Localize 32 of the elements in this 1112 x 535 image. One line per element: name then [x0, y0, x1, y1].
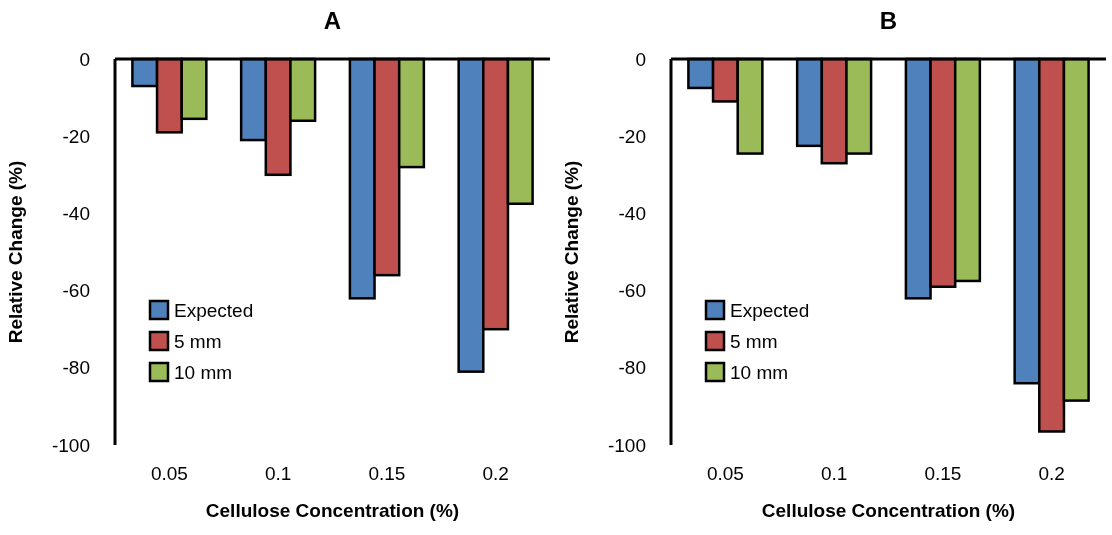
x-tick-label: 0.1	[820, 463, 848, 484]
y-tick-label: -60	[618, 280, 646, 302]
legend-label: Expected	[174, 299, 254, 321]
y-tick-label: -100	[51, 434, 90, 456]
x-tick-label: 0.1	[264, 463, 292, 484]
y-tick-label: -40	[618, 203, 646, 225]
y-tick-label: -60	[62, 280, 90, 302]
chart-title: B	[879, 7, 898, 34]
y-axis-title: Relative Change (%)	[5, 160, 26, 344]
x-axis-title: Cellulose Concentration (%)	[761, 500, 1016, 521]
legend-label: 10 mm	[730, 361, 789, 383]
x-tick-label: 0.15	[368, 463, 406, 484]
x-tick-label: 0.2	[1038, 463, 1065, 484]
y-axis-title: Relative Change (%)	[561, 160, 582, 344]
y-tick-label: -80	[62, 357, 90, 379]
x-axis-title: Cellulose Concentration (%)	[205, 500, 460, 521]
y-tick-label: -80	[618, 357, 646, 379]
x-tick-label: 0.15	[924, 463, 962, 484]
y-tick-label: 0	[635, 48, 646, 70]
legend-label: 5 mm	[730, 330, 778, 352]
y-tick-label: -20	[62, 125, 90, 147]
x-tick-label: 0.2	[482, 463, 509, 484]
x-tick-label: 0.05	[150, 463, 188, 484]
chart-title: A	[323, 7, 342, 34]
legend-label: 10 mm	[174, 361, 233, 383]
y-tick-label: -40	[62, 203, 90, 225]
y-tick-label: -20	[618, 125, 646, 147]
legend-label: Expected	[730, 299, 810, 321]
x-tick-label: 0.05	[706, 463, 744, 484]
y-tick-label: 0	[79, 48, 90, 70]
y-tick-label: -100	[607, 434, 646, 456]
legend-label: 5 mm	[174, 330, 222, 352]
